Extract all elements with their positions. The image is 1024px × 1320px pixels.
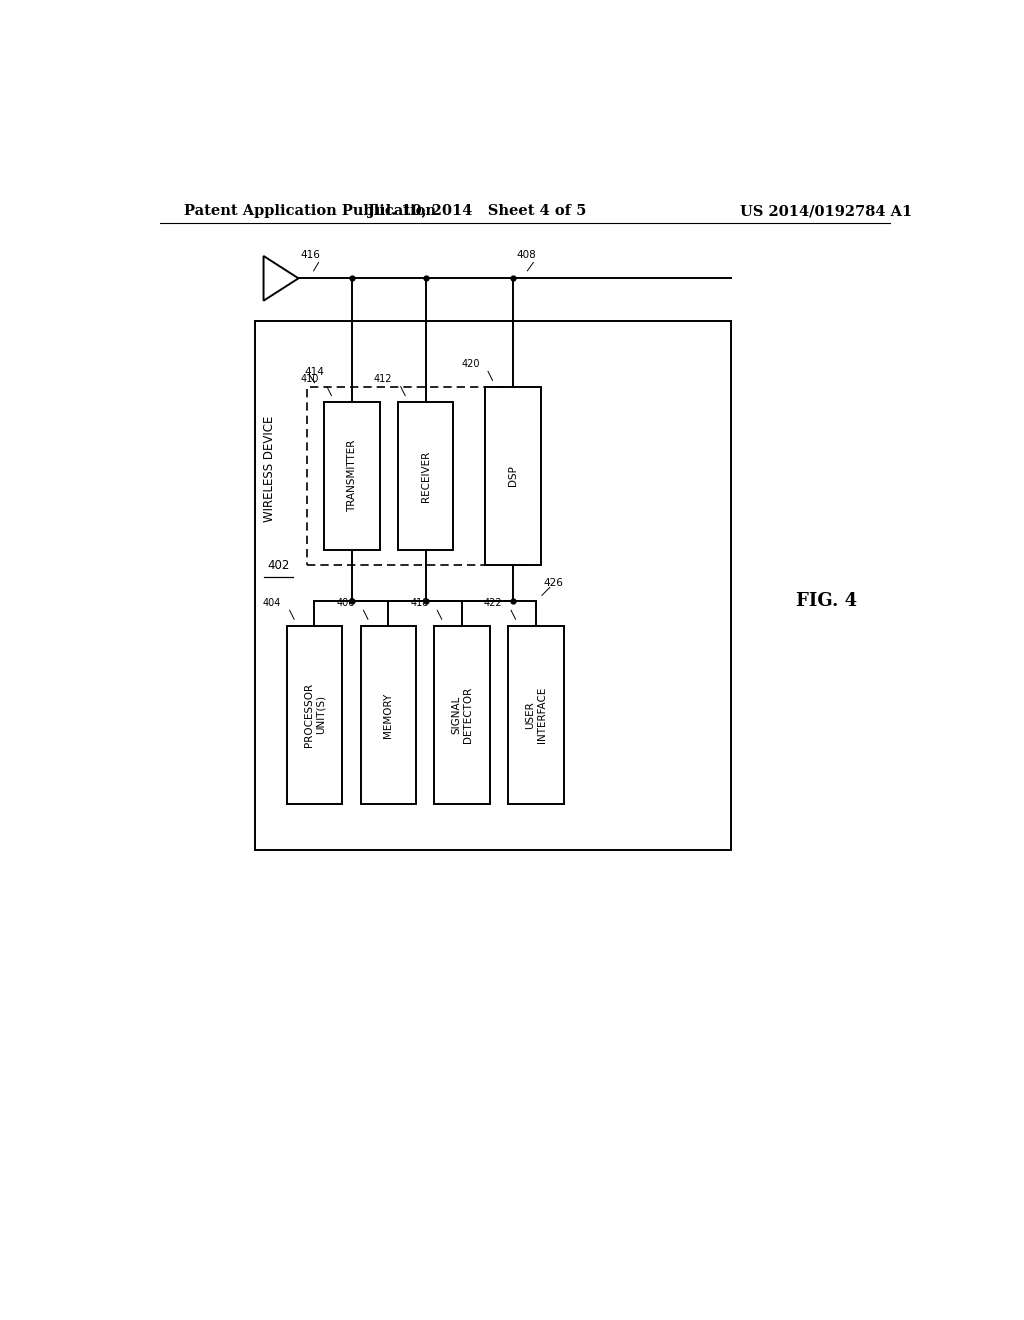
Bar xyxy=(324,403,380,549)
Text: 412: 412 xyxy=(374,374,392,384)
Bar xyxy=(508,626,563,804)
Bar xyxy=(360,626,416,804)
Text: PROCESSOR
UNIT(S): PROCESSOR UNIT(S) xyxy=(304,682,326,747)
Text: 426: 426 xyxy=(544,578,564,589)
Text: US 2014/0192784 A1: US 2014/0192784 A1 xyxy=(740,205,912,218)
Text: FIG. 4: FIG. 4 xyxy=(796,591,857,610)
Text: WIRELESS DEVICE: WIRELESS DEVICE xyxy=(263,416,275,523)
Text: 410: 410 xyxy=(300,374,318,384)
Bar xyxy=(397,403,454,549)
Text: DSP: DSP xyxy=(508,466,518,487)
Text: 404: 404 xyxy=(263,598,282,607)
Text: Jul. 10, 2014   Sheet 4 of 5: Jul. 10, 2014 Sheet 4 of 5 xyxy=(368,205,587,218)
Text: 408: 408 xyxy=(517,249,537,260)
Text: 418: 418 xyxy=(411,598,429,607)
Text: 422: 422 xyxy=(484,598,503,607)
Text: USER
INTERFACE: USER INTERFACE xyxy=(525,686,547,743)
Text: 402: 402 xyxy=(267,558,290,572)
Bar xyxy=(485,387,541,565)
Text: Patent Application Publication: Patent Application Publication xyxy=(183,205,435,218)
Bar xyxy=(255,321,731,850)
Text: 420: 420 xyxy=(461,359,479,368)
Text: TRANSMITTER: TRANSMITTER xyxy=(347,440,356,512)
Text: 414: 414 xyxy=(304,367,324,378)
Text: SIGNAL
DETECTOR: SIGNAL DETECTOR xyxy=(452,686,473,743)
Text: 406: 406 xyxy=(337,598,355,607)
Bar xyxy=(434,626,489,804)
Text: RECEIVER: RECEIVER xyxy=(421,450,431,502)
Text: MEMORY: MEMORY xyxy=(383,692,393,738)
Bar xyxy=(287,626,342,804)
Text: 416: 416 xyxy=(300,249,321,260)
Bar xyxy=(306,387,537,565)
